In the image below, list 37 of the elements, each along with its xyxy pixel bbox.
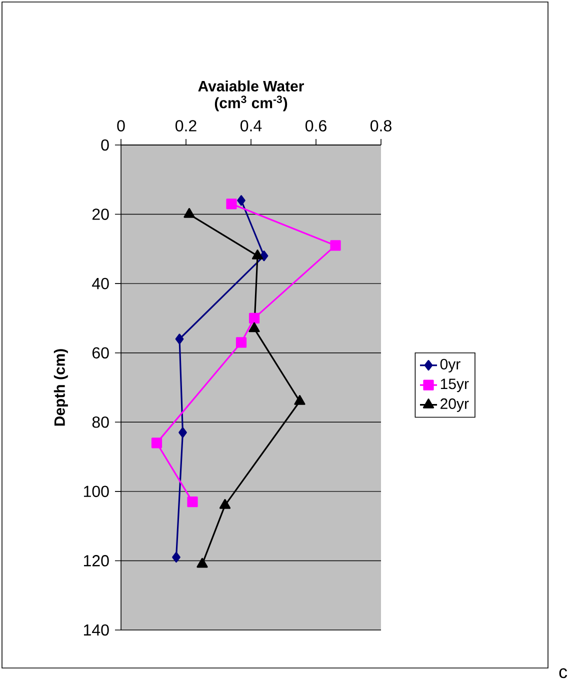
chart-title: Avaiable Water: [198, 80, 304, 92]
point: [237, 195, 246, 206]
y-tick-label: 40: [92, 278, 109, 290]
point: [175, 334, 184, 344]
point: [187, 496, 198, 508]
x-tick-label: 0.6: [306, 120, 326, 132]
x-tick-label: 0.4: [240, 120, 262, 132]
y-tick-label: 20: [92, 208, 109, 220]
x-tick-label: 0.8: [370, 120, 392, 132]
legend-label: 0yr: [440, 358, 460, 372]
point: [260, 250, 268, 262]
legend-label: 15yr: [440, 378, 469, 392]
point: [294, 395, 306, 405]
y-tick-label: 60: [92, 347, 109, 359]
point: [252, 250, 264, 260]
point: [178, 427, 187, 438]
point: [196, 558, 208, 568]
point: [219, 498, 231, 509]
point: [184, 208, 195, 218]
legend-label: 20yr: [440, 398, 469, 412]
point: [248, 322, 260, 332]
x-axis-title: (cm$^{3}$ cm$^{-3}$): [214, 96, 288, 112]
point: [330, 240, 341, 251]
y-tick-label: 0: [101, 139, 109, 151]
point: [172, 552, 180, 563]
point: [248, 312, 260, 324]
y-tick-label: 80: [92, 416, 109, 428]
y-tick-label: 120: [84, 555, 109, 566]
text: c: [559, 668, 568, 678]
y-tick-label: 140: [84, 624, 109, 636]
point: [151, 438, 162, 448]
y-axis-title: Depth (cm): [54, 349, 68, 426]
point: [226, 198, 237, 210]
y-tick-label: 100: [84, 486, 109, 498]
x-tick-label: 0: [117, 120, 125, 132]
x-tick-label: 0.2: [176, 120, 196, 132]
point: [236, 337, 247, 348]
